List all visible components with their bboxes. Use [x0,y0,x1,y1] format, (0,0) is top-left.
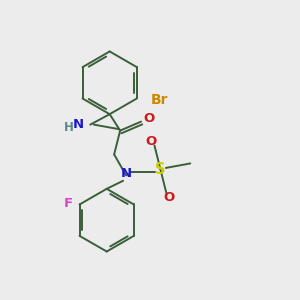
Text: N: N [73,118,84,131]
Text: N: N [121,167,132,180]
Text: Br: Br [150,93,168,107]
Text: O: O [146,134,157,148]
Text: S: S [155,162,166,177]
Text: O: O [164,191,175,204]
Text: O: O [143,112,155,124]
Text: H: H [64,121,74,134]
Text: F: F [64,196,73,209]
